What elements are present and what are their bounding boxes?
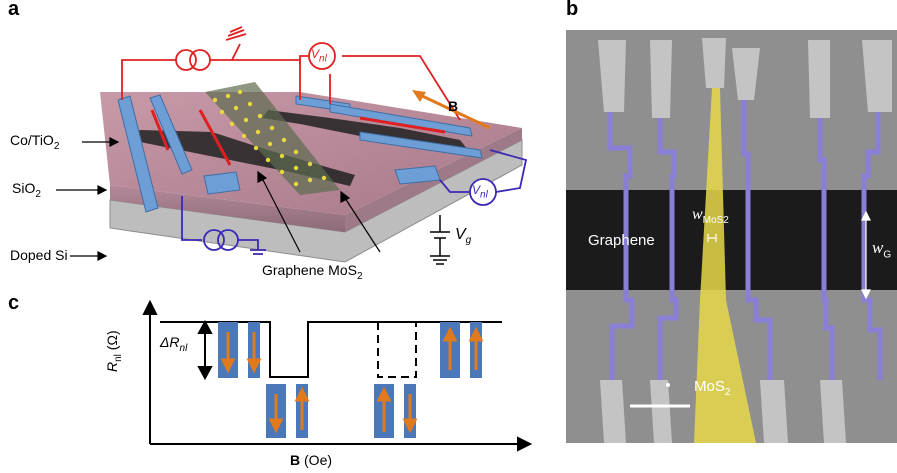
label-graphene-sem: Graphene — [588, 232, 655, 249]
label-sio2: SiO2 — [12, 180, 41, 200]
label-delta-rnl: ΔRnl — [160, 334, 188, 354]
red-current-circuit — [121, 26, 461, 121]
mos2-flake — [205, 82, 340, 195]
label-w-mos2: wMoS2 — [692, 206, 729, 227]
label-field-b: B — [448, 98, 459, 114]
label-vg: Vg — [455, 226, 472, 247]
gate-voltage-symbol — [430, 215, 450, 265]
mos2-flake-false-color — [694, 88, 756, 443]
panel-b-letter: b — [566, 0, 579, 20]
blue-circuit — [181, 149, 528, 255]
label-w-g: wG — [872, 238, 892, 261]
label-vnl-right: Vnl — [472, 183, 488, 201]
field-arrow — [417, 92, 491, 130]
label-co-tio2: Co/TiO2 — [10, 132, 60, 152]
label-vnl-top: Vnl — [311, 47, 327, 65]
label-graphene-mos2: Graphene MoS2 — [262, 262, 363, 282]
panel-c-letter: c — [8, 292, 20, 314]
label-c-xlabel: B (Oe) — [290, 452, 333, 468]
panel-c-schematic — [142, 299, 533, 452]
panel-a-device-illustration — [56, 26, 528, 265]
co-tio2-electrodes — [117, 94, 483, 213]
label-doped-si: Doped Si — [10, 247, 68, 263]
panel-a-letter: a — [8, 0, 20, 20]
label-mos2-sem: MoS2 — [694, 378, 731, 398]
